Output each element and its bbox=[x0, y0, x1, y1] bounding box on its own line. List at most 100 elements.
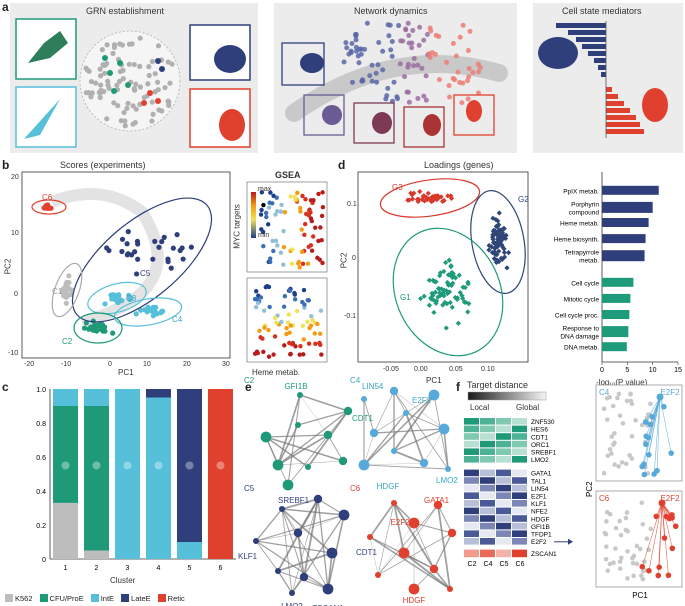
network-node bbox=[313, 494, 323, 504]
gsea-point bbox=[261, 349, 266, 355]
c-xtick: 4 bbox=[157, 565, 161, 572]
dynamics-dot bbox=[357, 46, 363, 52]
dynamics-dot bbox=[415, 95, 421, 101]
gsea-point bbox=[258, 212, 264, 217]
gsea-point bbox=[315, 321, 320, 327]
heatmap-cell bbox=[512, 469, 527, 477]
network-edge bbox=[433, 532, 453, 570]
mediator-bar-red bbox=[606, 108, 630, 113]
dynamics-dot bbox=[359, 77, 365, 83]
score-point bbox=[97, 326, 104, 332]
score-point bbox=[138, 307, 144, 313]
network-edge bbox=[287, 434, 329, 486]
e2f2-bg-point bbox=[629, 456, 635, 461]
network-edge bbox=[277, 424, 299, 466]
gsea-point bbox=[300, 323, 306, 328]
c6-ellipse bbox=[31, 199, 67, 215]
legend-item: K562 bbox=[5, 594, 33, 603]
network-node bbox=[299, 572, 309, 582]
score-point bbox=[99, 321, 105, 328]
f-xlabel: PC1 bbox=[632, 591, 648, 600]
network-node bbox=[338, 456, 348, 466]
enrichment-label: DNA damage bbox=[560, 334, 599, 341]
f-global-label: Global bbox=[516, 403, 540, 412]
loading-point bbox=[494, 252, 500, 258]
e2f2-target-point bbox=[646, 567, 652, 574]
heatmap-cell bbox=[480, 433, 495, 440]
score-point bbox=[124, 241, 130, 247]
e2f2-bg-point bbox=[619, 460, 625, 465]
dynamics-dot bbox=[369, 78, 375, 84]
network-edge bbox=[363, 398, 375, 434]
e2f2-target-point bbox=[647, 421, 654, 428]
dynamics-dot bbox=[427, 25, 433, 31]
enrichment-label: metab. bbox=[579, 258, 599, 265]
grn-node bbox=[105, 78, 111, 84]
gsea-point bbox=[288, 323, 293, 328]
grn-node bbox=[149, 99, 155, 105]
e2f2-edge bbox=[661, 502, 673, 549]
c4-ellipse bbox=[113, 297, 183, 327]
gsea-point bbox=[275, 243, 280, 248]
score-point bbox=[133, 311, 139, 317]
c-bar-segment bbox=[53, 389, 78, 406]
c-ytick: 0.6 bbox=[36, 455, 46, 462]
gsea-point bbox=[292, 297, 298, 302]
e2f2-edge bbox=[653, 396, 661, 475]
grn-node bbox=[83, 65, 89, 71]
score-point bbox=[119, 248, 125, 255]
network-edge bbox=[437, 504, 451, 590]
network-edge bbox=[405, 394, 435, 414]
score-point bbox=[180, 256, 186, 262]
network-edge bbox=[377, 522, 415, 576]
score-point bbox=[81, 325, 88, 331]
dynamics-dot bbox=[476, 69, 482, 75]
dynamics-dot bbox=[459, 100, 465, 106]
e2f2-bg-point bbox=[634, 561, 640, 567]
score-point bbox=[134, 271, 140, 277]
gsea-point bbox=[302, 302, 307, 307]
network-edge bbox=[373, 428, 445, 434]
gsea-point bbox=[300, 261, 306, 267]
mediator-bar-blue bbox=[556, 23, 606, 28]
dyn-nucleus-3 bbox=[372, 112, 392, 134]
loading-point bbox=[499, 242, 505, 248]
heatmap-cell bbox=[512, 448, 527, 455]
heatmap-cell bbox=[512, 425, 527, 433]
cluster-label-c2: C2 bbox=[62, 337, 73, 346]
heatmap-gene-label: CDT1 bbox=[531, 434, 548, 441]
network-edge bbox=[281, 498, 319, 510]
legend-swatch bbox=[39, 594, 48, 602]
network-node bbox=[323, 430, 333, 440]
c-bar-segment bbox=[53, 406, 78, 503]
grn-node bbox=[154, 79, 161, 85]
grn-node bbox=[125, 100, 131, 106]
gsea-point bbox=[266, 327, 271, 333]
heatmap-cell bbox=[464, 448, 479, 455]
network-node bbox=[343, 406, 353, 416]
grn-node bbox=[97, 94, 103, 101]
e2f2-target-point bbox=[669, 512, 675, 518]
e2f2-edge bbox=[641, 396, 661, 467]
gsea-point bbox=[254, 289, 259, 294]
e2f2-plot: C4 E2F2 bbox=[595, 384, 683, 482]
grn-node bbox=[126, 41, 132, 47]
e2f2-bg-point bbox=[617, 413, 623, 418]
e2f2-plot: C6 E2F2 bbox=[595, 490, 683, 588]
grn-node bbox=[126, 61, 132, 67]
e2f2-bg-point bbox=[604, 519, 609, 524]
heatmap-cell bbox=[480, 418, 495, 425]
gsea-point bbox=[258, 335, 263, 340]
heatmap-gene-label: KLF1 bbox=[531, 501, 547, 508]
e2f2-target-point bbox=[654, 467, 660, 474]
legend-item: LateE bbox=[121, 594, 151, 603]
loading-point bbox=[491, 256, 497, 262]
heatmap-column-label: C2 bbox=[468, 561, 477, 568]
gsea-point bbox=[281, 262, 286, 267]
c5-ellipse bbox=[71, 197, 213, 323]
network-edge bbox=[255, 540, 329, 590]
dynamics-dot bbox=[415, 62, 421, 68]
gsea-point bbox=[313, 225, 318, 230]
gsea-point bbox=[316, 191, 321, 197]
mediator-bars bbox=[556, 23, 644, 134]
